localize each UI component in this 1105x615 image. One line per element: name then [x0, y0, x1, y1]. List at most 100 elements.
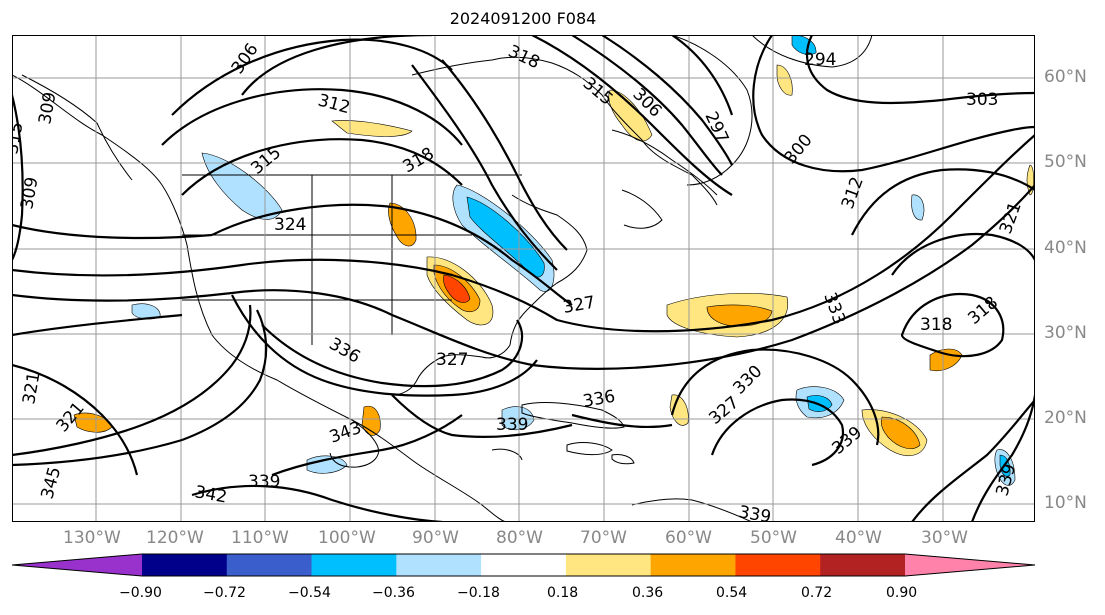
colorbar-tick-label: −0.36 — [372, 585, 415, 601]
contour-line — [181, 138, 463, 196]
colorbar — [11, 553, 1036, 577]
contour-line — [12, 313, 183, 337]
colorbar-tick-label: 0.36 — [632, 585, 664, 601]
longitude-label: 80°W — [496, 528, 543, 548]
colorbar-segment — [226, 554, 313, 576]
contour-line — [12, 304, 252, 457]
colorbar-tick-label: 0.72 — [801, 585, 833, 601]
latitude-label: 60°N — [1044, 67, 1087, 87]
colorbar-segment — [396, 554, 482, 576]
contour-line — [12, 363, 139, 476]
contour-line — [441, 59, 568, 251]
chart-title: 2024091200 F084 — [449, 9, 597, 28]
coastline — [21, 74, 133, 181]
graticule — [12, 35, 1035, 522]
contour-line — [12, 309, 268, 467]
colorbar-tick-label: −0.18 — [457, 585, 500, 601]
contour-line — [161, 88, 463, 146]
longitude-label: 130°W — [63, 528, 121, 548]
shade-region — [911, 194, 925, 221]
coastline — [611, 454, 635, 465]
coastline — [751, 35, 873, 68]
contour-lines — [12, 35, 1035, 522]
contour-line — [970, 394, 1035, 522]
coastline — [521, 402, 625, 429]
contour-line — [670, 348, 880, 446]
contour-label: 339 — [496, 415, 528, 435]
contour-label: 318 — [920, 315, 952, 335]
latitude-label: 30°N — [1044, 323, 1087, 343]
contour-line — [261, 319, 524, 388]
shade-region — [201, 152, 283, 220]
contour-line — [191, 484, 443, 522]
colorbar-tick-label: −0.54 — [288, 585, 331, 601]
contour-line — [531, 35, 733, 196]
coastline — [671, 35, 753, 186]
contour-line — [752, 35, 1035, 173]
contour-line — [671, 35, 734, 116]
contour-line — [12, 94, 24, 261]
shade-region — [443, 274, 471, 303]
contour-line — [571, 35, 723, 176]
colorbar-tick-label: −0.72 — [203, 585, 246, 601]
coastlines — [12, 35, 873, 522]
longitude-label: 30°W — [921, 528, 968, 548]
shade-region — [306, 455, 348, 474]
latitude-label: 20°N — [1044, 408, 1087, 428]
latitude-label: 50°N — [1044, 152, 1087, 172]
colorbar-tick-label: 0.54 — [716, 585, 748, 601]
coastline — [182, 174, 522, 345]
contour-line — [211, 203, 573, 306]
colorbar-segment — [565, 554, 652, 576]
latitude-label: 40°N — [1044, 238, 1087, 258]
longitude-label: 100°W — [318, 528, 376, 548]
shade-region — [776, 64, 793, 96]
contour-line — [391, 394, 573, 439]
colorbar-tick-label: 0.90 — [886, 585, 918, 601]
colorbar-tick-label: −0.90 — [119, 585, 162, 601]
colorbar-segment — [311, 554, 397, 576]
contour-line — [12, 134, 1035, 333]
coastline — [12, 74, 508, 522]
coastline — [621, 189, 663, 229]
colorbar-segment — [142, 554, 228, 576]
longitude-label: 60°W — [665, 528, 712, 548]
contour-line — [891, 233, 1035, 276]
latitude-label: 10°N — [1044, 493, 1087, 513]
contour-line — [271, 414, 463, 477]
contour-label: 327 — [436, 350, 468, 370]
contour-line — [601, 35, 733, 166]
contour-label: 339 — [737, 502, 772, 522]
colorbar-tick-label: 0.18 — [547, 585, 579, 601]
shade-region — [466, 196, 545, 278]
contour-line — [805, 35, 1035, 105]
contour-line — [12, 223, 213, 240]
map-panel: 294 303 297 306 315 318 312 300 306 312 … — [12, 35, 1035, 522]
shade-region — [501, 406, 535, 431]
colorbar-segment — [481, 554, 567, 576]
contour-label: 339 — [248, 472, 280, 492]
coastline — [491, 448, 523, 461]
coastline — [411, 56, 718, 206]
longitude-label: 40°W — [835, 528, 882, 548]
contour-label: 294 — [804, 50, 836, 70]
coastline — [631, 498, 753, 522]
contour-line — [411, 64, 558, 271]
longitude-label: 50°W — [750, 528, 797, 548]
map-canvas: 294 303 297 306 315 318 312 300 306 312 … — [12, 35, 1035, 522]
coastline — [391, 194, 588, 396]
contour-label: 324 — [274, 215, 306, 235]
contour-line — [171, 38, 453, 116]
colorbar-outline — [11, 553, 1036, 577]
contour-line — [571, 413, 673, 429]
contour-line — [911, 399, 1035, 522]
contour-line — [900, 292, 1005, 358]
contour-label: 303 — [966, 90, 998, 110]
colorbar-segment — [820, 554, 906, 576]
longitude-label: 110°W — [231, 528, 289, 548]
longitude-label: 90°W — [412, 528, 459, 548]
longitude-label: 70°W — [580, 528, 627, 548]
map-background — [12, 35, 1035, 522]
map-frame — [12, 35, 1035, 522]
colorbar-segment — [650, 554, 736, 576]
